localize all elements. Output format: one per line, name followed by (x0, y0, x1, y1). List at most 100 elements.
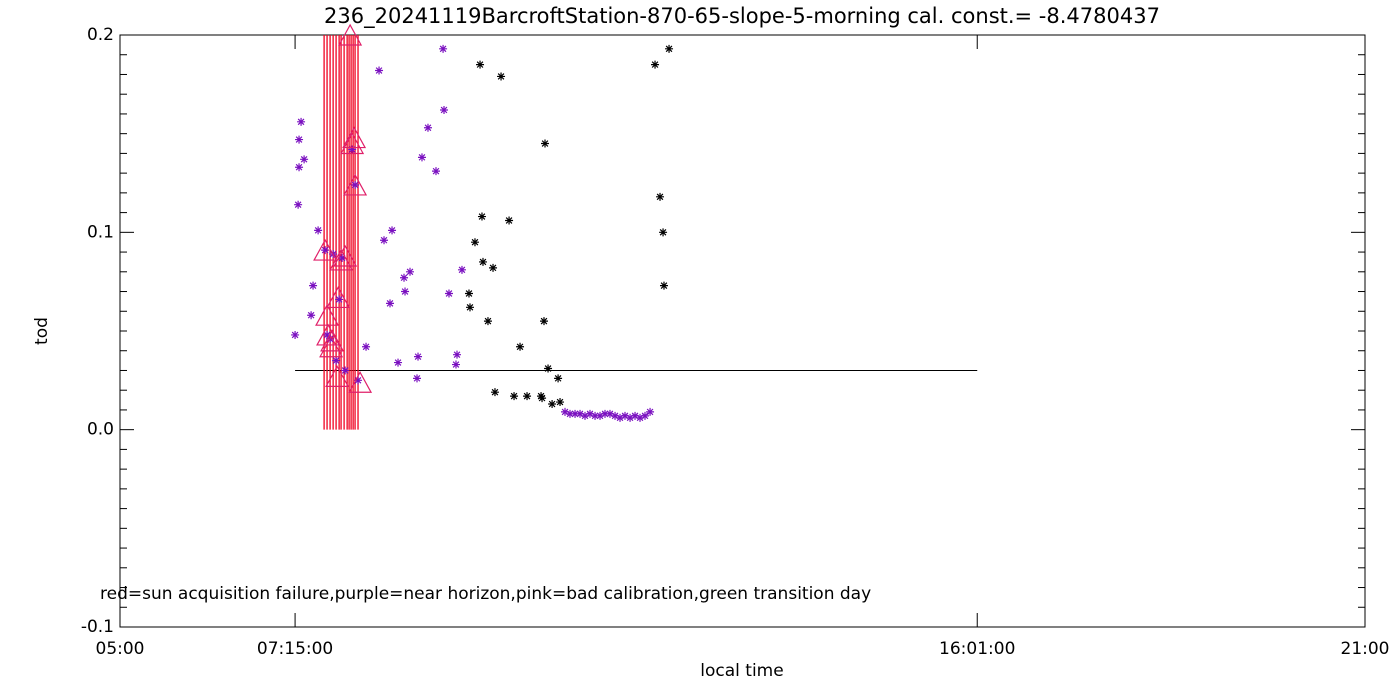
triangle-marker (340, 132, 365, 155)
asterisk-marker (554, 374, 563, 383)
asterisk-marker (581, 411, 590, 420)
plot-frame (119, 34, 1366, 628)
triangle-marker (342, 126, 367, 149)
asterisk-marker (406, 267, 415, 276)
asterisk-marker (380, 236, 389, 245)
triangle-marker (343, 173, 368, 196)
asterisk-marker (464, 289, 473, 298)
asterisk-marker (423, 123, 432, 132)
asterisk-marker (291, 330, 300, 339)
triangle-marker (325, 365, 350, 387)
asterisk-marker (556, 398, 565, 407)
asterisk-marker (565, 409, 574, 418)
asterisk-marker (341, 366, 350, 375)
asterisk-marker (476, 60, 485, 69)
asterisk-marker (444, 289, 453, 298)
y-tick-label: 0.1 (87, 222, 114, 242)
asterisk-marker (351, 180, 360, 189)
asterisk-marker (596, 411, 605, 420)
asterisk-marker (510, 392, 519, 401)
asterisk-marker (300, 155, 309, 164)
asterisk-marker (505, 216, 514, 225)
x-tick-label: 07:15:00 (257, 639, 333, 659)
asterisk-marker (478, 257, 487, 266)
asterisk-marker (591, 411, 600, 420)
asterisk-marker (314, 226, 323, 235)
asterisk-marker (636, 413, 645, 422)
asterisk-marker (523, 392, 532, 401)
asterisk-marker (338, 253, 347, 262)
asterisk-marker (440, 105, 449, 114)
asterisk-marker (516, 342, 525, 351)
asterisk-marker (483, 317, 492, 326)
asterisk-marker (538, 394, 547, 403)
chart-title: 236_20241119BarcroftStation-870-65-slope… (324, 4, 1160, 29)
asterisk-marker (295, 163, 304, 172)
asterisk-marker (544, 364, 553, 373)
x-axis-label: local time (700, 661, 783, 681)
triangle-marker (338, 23, 363, 46)
asterisk-marker (335, 295, 344, 304)
asterisk-marker (585, 409, 594, 418)
triangle-marker (333, 244, 358, 267)
asterisk-marker (541, 139, 550, 148)
asterisk-marker (659, 281, 668, 290)
asterisk-marker (414, 352, 423, 361)
asterisk-marker (451, 360, 460, 369)
asterisk-marker (665, 44, 674, 53)
asterisk-marker (307, 311, 316, 320)
asterisk-marker (540, 317, 548, 326)
triangle-marker (315, 303, 340, 326)
asterisk-marker (497, 72, 506, 81)
asterisk-marker (605, 409, 614, 418)
asterisk-marker (611, 411, 620, 420)
asterisk-marker (413, 374, 422, 383)
asterisk-marker (297, 117, 306, 126)
x-tick-label: 21:00 (1341, 639, 1390, 659)
asterisk-marker (321, 246, 330, 255)
asterisk-marker (400, 273, 409, 282)
asterisk-marker (294, 200, 303, 209)
asterisk-marker (561, 407, 570, 416)
asterisk-marker (453, 350, 462, 359)
annotation: red=sun acquisition failure,purple=near … (100, 584, 871, 604)
y-tick-label: -0.1 (81, 617, 114, 637)
asterisk-marker (375, 66, 384, 75)
y-axis-label: tod (32, 317, 52, 345)
asterisk-marker (417, 153, 426, 162)
asterisk-marker (309, 281, 318, 290)
asterisk-marker (354, 376, 363, 385)
asterisk-marker (537, 392, 546, 401)
asterisk-marker (641, 411, 650, 420)
asterisk-marker (323, 330, 332, 339)
asterisk-marker (388, 226, 397, 235)
asterisk-marker (362, 342, 371, 351)
asterisk-marker (489, 263, 498, 272)
asterisk-marker (548, 400, 557, 409)
triangle-marker (313, 238, 338, 261)
triangle-marker (326, 286, 351, 309)
triangle-marker (316, 323, 341, 346)
asterisk-marker (394, 358, 403, 367)
asterisk-marker (656, 192, 665, 201)
asterisk-marker (401, 287, 410, 296)
asterisk-marker (431, 167, 440, 176)
triangle-marker (348, 371, 373, 393)
triangle-marker (319, 335, 344, 358)
triangle-marker (329, 248, 354, 271)
asterisk-marker (386, 299, 395, 308)
asterisk-marker (439, 44, 448, 53)
asterisk-marker (621, 411, 630, 420)
x-tick-label: 05:00 (96, 639, 145, 659)
asterisk-marker (348, 145, 357, 154)
asterisk-marker (571, 409, 580, 418)
y-tick-label: 0.2 (87, 25, 114, 45)
asterisk-marker (332, 356, 341, 365)
triangle-marker (320, 329, 345, 352)
asterisk-marker (651, 60, 660, 69)
asterisk-marker (457, 265, 466, 274)
asterisk-marker (490, 388, 499, 397)
asterisk-marker (601, 409, 610, 418)
y-tick-label: 0.0 (87, 420, 114, 440)
